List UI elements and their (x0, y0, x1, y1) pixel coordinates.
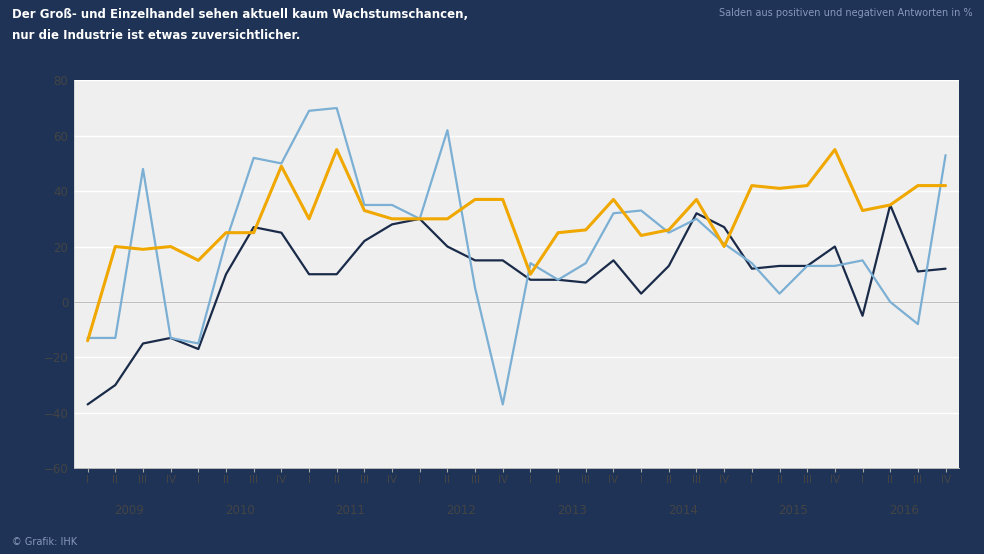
Text: 2011: 2011 (336, 504, 365, 517)
Text: 2010: 2010 (225, 504, 255, 517)
Text: 2014: 2014 (668, 504, 698, 517)
Text: 2012: 2012 (447, 504, 476, 517)
Text: © Grafik: IHK: © Grafik: IHK (12, 537, 77, 547)
Text: 2013: 2013 (557, 504, 586, 517)
Text: Der Groß- und Einzelhandel sehen aktuell kaum Wachstumschancen,: Der Groß- und Einzelhandel sehen aktuell… (12, 8, 468, 21)
Text: 2015: 2015 (778, 504, 808, 517)
Text: 2009: 2009 (114, 504, 144, 517)
Text: Salden aus positiven und negativen Antworten in %: Salden aus positiven und negativen Antwo… (718, 8, 972, 18)
Text: 2016: 2016 (890, 504, 919, 517)
Text: nur die Industrie ist etwas zuversichtlicher.: nur die Industrie ist etwas zuversichtli… (12, 29, 300, 42)
